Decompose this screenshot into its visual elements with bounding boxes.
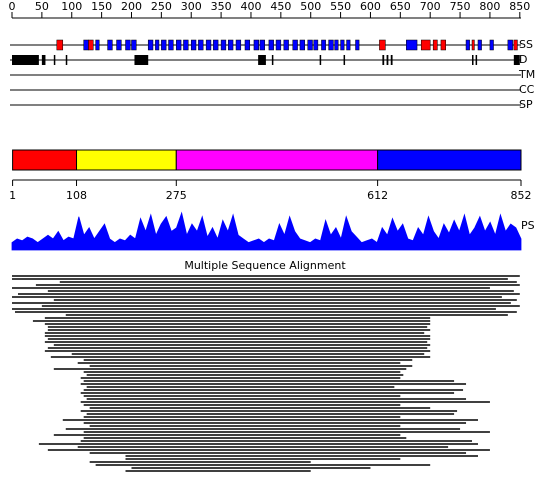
- ruler-label: 150: [91, 0, 112, 13]
- helix: [125, 39, 131, 51]
- track-label: TM: [518, 68, 535, 81]
- ruler-label: 350: [211, 0, 232, 13]
- helix: [147, 39, 154, 51]
- helix: [176, 39, 182, 51]
- helix: [83, 39, 89, 51]
- helix: [355, 39, 360, 51]
- ruler-label: 450: [270, 0, 291, 13]
- strand: [432, 39, 438, 51]
- strand: [420, 39, 431, 51]
- helix: [346, 39, 351, 51]
- ps-area: [11, 211, 522, 251]
- ruler-label: 650: [390, 0, 411, 13]
- ruler-label: 600: [360, 0, 381, 13]
- disorder-region: [271, 55, 274, 65]
- helix: [275, 39, 282, 51]
- disorder-region: [65, 55, 68, 65]
- strand: [379, 39, 386, 51]
- track-label: D: [519, 53, 527, 66]
- domain: [175, 149, 379, 171]
- disorder-region: [41, 55, 46, 65]
- ruler-label: 0: [9, 0, 16, 13]
- helix: [313, 39, 319, 51]
- disorder-region: [134, 55, 149, 65]
- ruler-label: 750: [450, 0, 471, 13]
- ruler-label: 250: [151, 0, 172, 13]
- helix: [235, 39, 242, 51]
- helix: [253, 39, 259, 51]
- disorder-region: [53, 55, 56, 65]
- strand: [88, 39, 94, 51]
- helix: [321, 39, 326, 51]
- strand: [440, 39, 446, 51]
- disorder-region: [386, 55, 389, 65]
- helix: [116, 39, 122, 51]
- ruler-label: 50: [35, 0, 49, 13]
- track-label: SP: [519, 98, 533, 111]
- ruler-label: 800: [479, 0, 500, 13]
- helix: [507, 39, 513, 51]
- strand: [513, 39, 518, 51]
- domain: [76, 149, 177, 171]
- helix: [283, 39, 289, 51]
- domain-label: 108: [66, 189, 87, 202]
- helix: [220, 39, 227, 51]
- helix: [198, 39, 204, 51]
- helix: [299, 39, 305, 51]
- domain-label: 275: [166, 189, 187, 202]
- helix: [205, 39, 212, 51]
- helix: [155, 39, 160, 51]
- helix: [107, 39, 113, 51]
- helix: [228, 39, 234, 51]
- helix: [161, 39, 167, 51]
- helix: [183, 39, 189, 51]
- msa-title: Multiple Sequence Alignment: [184, 259, 346, 272]
- disorder-region: [382, 55, 385, 65]
- ruler-label: 200: [121, 0, 142, 13]
- helix: [244, 39, 251, 51]
- helix: [489, 39, 494, 51]
- ruler-label: 550: [330, 0, 351, 13]
- helix: [477, 39, 482, 51]
- domain: [377, 149, 522, 171]
- helix: [328, 39, 334, 51]
- track-label: SS: [519, 38, 533, 51]
- disorder-region: [343, 55, 346, 65]
- helix: [292, 39, 298, 51]
- helix: [340, 39, 345, 51]
- disorder-region: [12, 55, 39, 65]
- disorder-region: [258, 55, 266, 65]
- helix: [268, 39, 274, 51]
- helix: [95, 39, 100, 51]
- domain-label: 852: [511, 189, 532, 202]
- helix: [168, 39, 174, 51]
- disorder-region: [390, 55, 393, 65]
- helix: [307, 39, 313, 51]
- ruler-label: 700: [420, 0, 441, 13]
- helix: [131, 39, 137, 51]
- helix: [465, 39, 470, 51]
- ruler-label: 400: [240, 0, 261, 13]
- domain-label: 612: [367, 189, 388, 202]
- helix: [334, 39, 339, 51]
- track-label: CC: [519, 83, 535, 96]
- helix: [190, 39, 197, 51]
- ruler-label: 500: [300, 0, 321, 13]
- helix: [259, 39, 265, 51]
- helix: [406, 39, 418, 51]
- ruler-label: 850: [509, 0, 530, 13]
- ruler-label: 100: [61, 0, 82, 13]
- strand: [56, 39, 64, 51]
- helix: [213, 39, 219, 51]
- disorder-region: [513, 55, 520, 65]
- disorder-region: [475, 55, 478, 65]
- strand: [471, 39, 475, 51]
- disorder-region: [319, 55, 322, 65]
- disorder-region: [472, 55, 474, 65]
- ps-label: PS: [521, 219, 535, 232]
- domain: [12, 149, 78, 171]
- domain-label: 1: [9, 189, 16, 202]
- ruler-label: 300: [181, 0, 202, 13]
